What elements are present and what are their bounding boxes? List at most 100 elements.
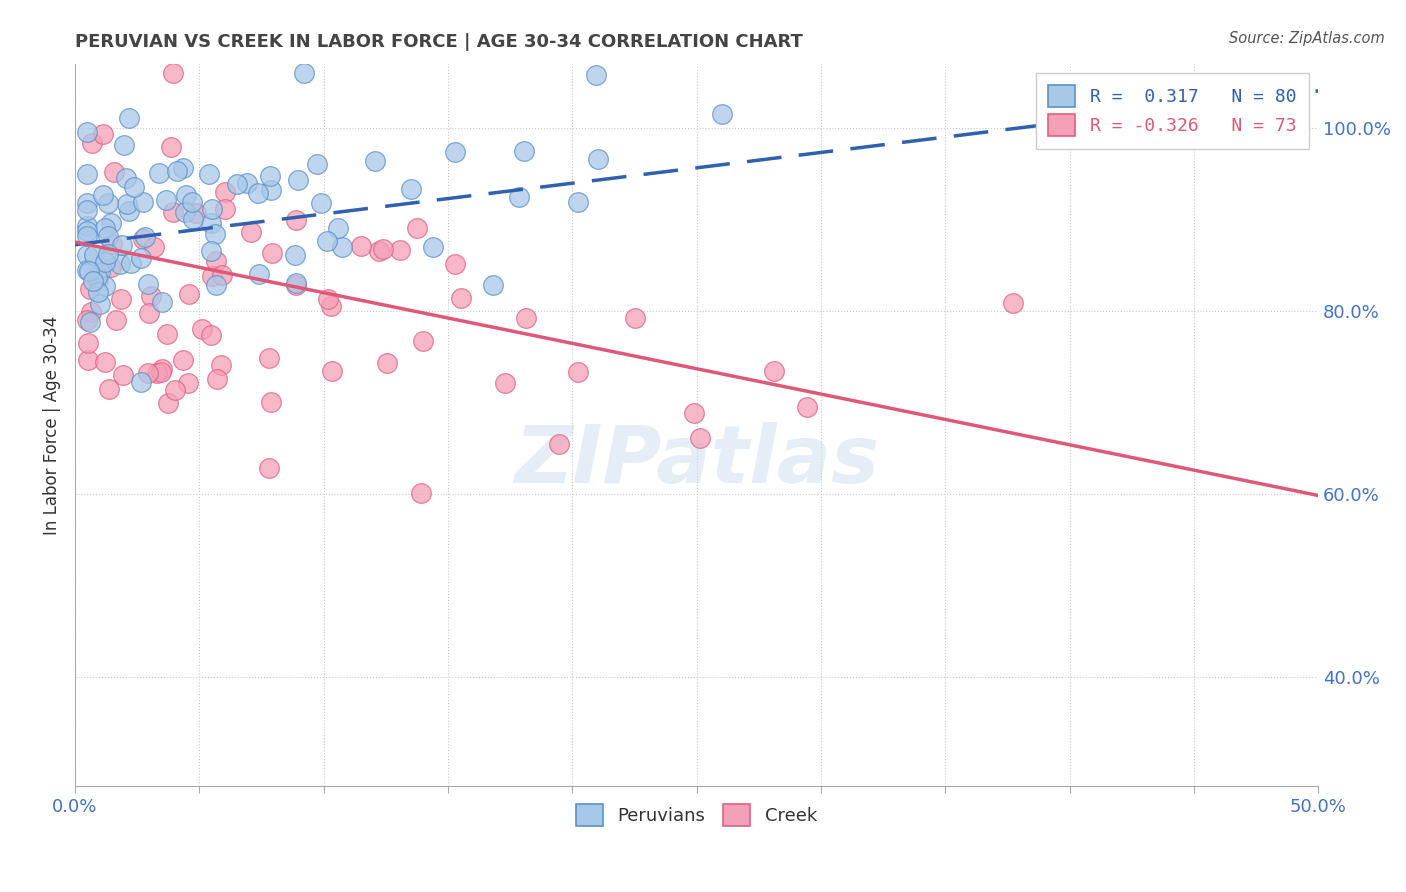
Point bbox=[689, 431, 711, 445]
Point bbox=[211, 268, 233, 282]
Point bbox=[205, 277, 228, 292]
Point bbox=[204, 227, 226, 242]
Point bbox=[508, 190, 530, 204]
Point bbox=[585, 68, 607, 82]
Point bbox=[82, 136, 104, 150]
Point bbox=[76, 167, 98, 181]
Point bbox=[567, 365, 589, 379]
Point bbox=[371, 242, 394, 256]
Point bbox=[112, 368, 135, 382]
Point bbox=[364, 153, 387, 168]
Point bbox=[180, 195, 202, 210]
Point bbox=[181, 212, 204, 227]
Point bbox=[86, 285, 108, 299]
Point bbox=[204, 254, 226, 268]
Point bbox=[796, 400, 818, 414]
Point bbox=[388, 243, 411, 257]
Point bbox=[201, 202, 224, 216]
Point bbox=[94, 255, 117, 269]
Point bbox=[118, 204, 141, 219]
Text: Source: ZipAtlas.com: Source: ZipAtlas.com bbox=[1229, 31, 1385, 46]
Point bbox=[260, 394, 283, 409]
Point bbox=[76, 335, 98, 350]
Point bbox=[82, 274, 104, 288]
Point bbox=[150, 294, 173, 309]
Point bbox=[200, 244, 222, 258]
Point bbox=[422, 239, 444, 253]
Point bbox=[115, 171, 138, 186]
Point bbox=[450, 291, 472, 305]
Point bbox=[198, 167, 221, 181]
Point bbox=[112, 137, 135, 152]
Point bbox=[76, 202, 98, 217]
Point bbox=[172, 353, 194, 368]
Y-axis label: In Labor Force | Age 30-34: In Labor Force | Age 30-34 bbox=[44, 316, 60, 534]
Text: PERUVIAN VS CREEK IN LABOR FORCE | AGE 30-34 CORRELATION CHART: PERUVIAN VS CREEK IN LABOR FORCE | AGE 3… bbox=[75, 33, 803, 51]
Point bbox=[122, 179, 145, 194]
Point bbox=[155, 193, 177, 207]
Point bbox=[548, 437, 571, 451]
Point bbox=[399, 182, 422, 196]
Point bbox=[157, 395, 180, 409]
Point bbox=[305, 157, 328, 171]
Point bbox=[285, 212, 308, 227]
Point bbox=[77, 263, 100, 277]
Point bbox=[86, 269, 108, 284]
Point bbox=[76, 125, 98, 139]
Point bbox=[316, 234, 339, 248]
Text: ZIPatlas: ZIPatlas bbox=[515, 422, 879, 500]
Point bbox=[139, 289, 162, 303]
Point bbox=[226, 177, 249, 191]
Point bbox=[683, 406, 706, 420]
Point bbox=[79, 315, 101, 329]
Point bbox=[98, 382, 121, 396]
Point bbox=[239, 225, 262, 239]
Point bbox=[319, 299, 342, 313]
Point bbox=[132, 195, 155, 210]
Point bbox=[412, 334, 434, 348]
Point bbox=[186, 206, 208, 220]
Point bbox=[110, 292, 132, 306]
Point bbox=[350, 239, 373, 253]
Point bbox=[177, 286, 200, 301]
Point bbox=[284, 276, 307, 290]
Point bbox=[100, 216, 122, 230]
Point bbox=[76, 219, 98, 233]
Point bbox=[259, 169, 281, 183]
Point bbox=[76, 263, 98, 277]
Point bbox=[494, 376, 516, 390]
Point bbox=[89, 297, 111, 311]
Point bbox=[316, 292, 339, 306]
Point bbox=[482, 278, 505, 293]
Point bbox=[129, 375, 152, 389]
Point bbox=[101, 236, 124, 251]
Point bbox=[103, 165, 125, 179]
Point bbox=[328, 221, 350, 235]
Point bbox=[257, 460, 280, 475]
Point bbox=[205, 371, 228, 385]
Point bbox=[284, 278, 307, 293]
Point bbox=[166, 164, 188, 178]
Point bbox=[294, 65, 316, 79]
Point bbox=[87, 272, 110, 286]
Point bbox=[150, 365, 173, 379]
Point bbox=[150, 361, 173, 376]
Point bbox=[257, 351, 280, 366]
Point bbox=[260, 246, 283, 260]
Point bbox=[91, 127, 114, 141]
Point bbox=[76, 224, 98, 238]
Point bbox=[136, 366, 159, 380]
Point bbox=[96, 229, 118, 244]
Point bbox=[162, 204, 184, 219]
Point bbox=[94, 221, 117, 235]
Point bbox=[1002, 296, 1025, 310]
Point bbox=[513, 144, 536, 158]
Point bbox=[134, 230, 156, 244]
Point bbox=[586, 152, 609, 166]
Point bbox=[93, 355, 115, 369]
Point bbox=[623, 311, 645, 326]
Point bbox=[76, 352, 98, 367]
Point bbox=[567, 195, 589, 210]
Point bbox=[515, 310, 537, 325]
Point bbox=[368, 244, 391, 258]
